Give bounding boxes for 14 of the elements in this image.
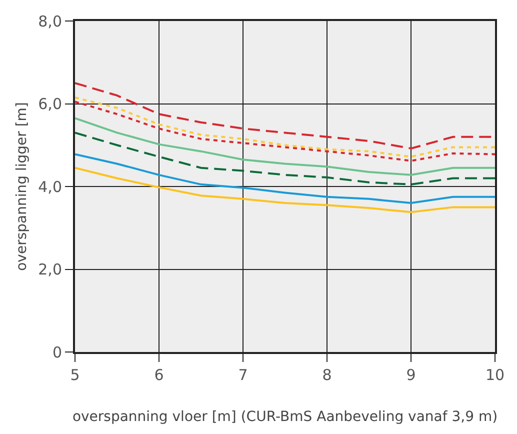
y-tick-label: 0 bbox=[52, 343, 62, 362]
x-axis-title: overspanning vloer [m] (CUR-BmS Aanbeveling vanaf 3,9 m) bbox=[72, 408, 498, 425]
x-tick-label: 8 bbox=[322, 366, 332, 384]
x-tick-label: 6 bbox=[154, 366, 164, 384]
y-tick-label: 2,0 bbox=[38, 260, 62, 278]
y-tick-label: 4,0 bbox=[38, 178, 62, 196]
x-tick-label: 9 bbox=[406, 366, 416, 384]
y-tick-label: 6,0 bbox=[38, 95, 62, 113]
line-series bbox=[75, 117, 495, 176]
x-tick-label: 7 bbox=[238, 366, 248, 384]
x-tick-label: 10 bbox=[485, 366, 505, 384]
y-axis-title: overspanning ligger [m] bbox=[14, 102, 30, 271]
x-tick-label: 5 bbox=[70, 366, 80, 384]
y-tick-label: 8,0 bbox=[38, 12, 62, 30]
